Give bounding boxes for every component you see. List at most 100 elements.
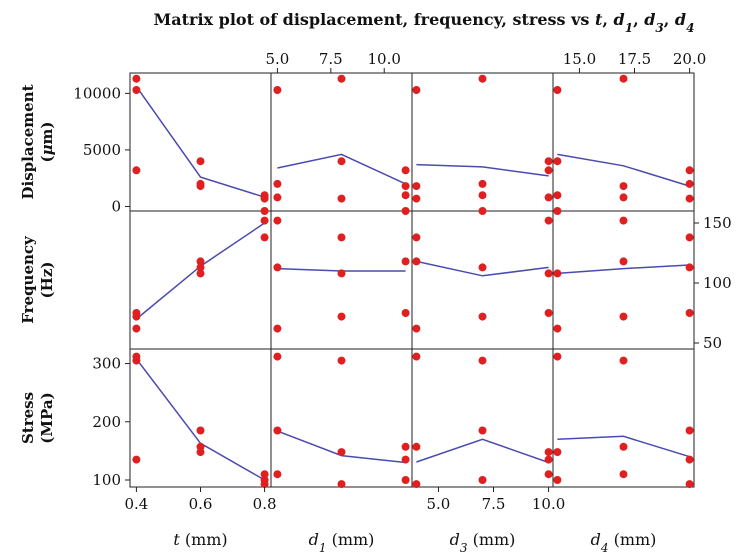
data-point [273,353,281,361]
data-point [686,309,694,317]
data-point [553,207,561,215]
y-axis-label-stress: Stress(MPa) [19,392,56,444]
panel-frequency-vs-t [130,207,271,349]
data-point [273,470,281,478]
data-point [338,357,346,365]
data-point [338,157,346,165]
data-point [412,353,420,361]
panel-stress-vs-d3 [412,349,553,488]
y-tick-label: 150 [703,214,732,232]
data-point [338,195,346,203]
data-point [553,269,561,277]
data-point [412,325,420,333]
panel-frequency-vs-d3 [412,207,553,349]
data-point [553,448,561,456]
data-point [273,180,281,188]
x-tick-label: 0.6 [189,495,213,513]
data-point [402,166,410,174]
data-point [479,263,487,271]
data-point [412,480,420,488]
data-point [197,157,205,165]
data-point [412,443,420,451]
panel-displacement-vs-d1 [271,73,412,211]
panel-frequency-vs-d1 [271,207,412,349]
mean-line [136,359,264,480]
data-point [261,233,269,241]
data-point [273,193,281,201]
data-point [412,195,420,203]
data-point [197,269,205,277]
panel-frame [271,73,412,211]
panel-frame [553,211,694,349]
mean-line [416,165,548,176]
data-point [261,476,269,484]
panel-frame [130,211,271,349]
x-axis-label-d4: d4 (mm) [591,530,657,552]
panel-stress-vs-d1 [271,349,412,488]
y-tick-label: 10000 [73,84,121,102]
data-point [197,257,205,265]
data-point [132,309,140,317]
data-point [132,166,140,174]
panel-displacement-vs-d4 [553,73,694,211]
data-point [273,427,281,435]
data-point [402,207,410,215]
x-axis-label-d1: d1 (mm) [309,530,375,552]
data-point [479,427,487,435]
y-tick-label: 100 [703,274,732,292]
data-point [338,448,346,456]
panel-frame [553,349,694,487]
data-point [132,456,140,464]
x-tick-label: 10.0 [532,495,565,513]
y-axis-label-frequency: Frequency(Hz) [19,235,56,324]
data-point [686,427,694,435]
data-point [620,75,628,83]
data-point [545,309,553,317]
data-point [479,313,487,321]
data-point [273,217,281,225]
data-point [620,470,628,478]
data-point [132,86,140,94]
data-point [686,180,694,188]
data-point [338,269,346,277]
x-tick-label: 10.0 [368,50,401,68]
data-point [553,157,561,165]
y-tick-label: 0 [111,197,121,215]
data-point [402,182,410,190]
panel-displacement-vs-d3 [412,73,553,211]
panel-frame [553,73,694,211]
data-point [479,180,487,188]
title-part: 1 [625,21,633,35]
title-part: , [602,10,613,29]
data-point [197,443,205,451]
data-point [545,456,553,464]
data-point [132,357,140,365]
data-point [412,257,420,265]
data-point [197,427,205,435]
title-part: , [664,10,675,29]
data-point [553,191,561,199]
title-part: Matrix plot of displacement, frequency, … [154,10,595,29]
title-part: d [675,10,686,29]
x-axis-label-d3: d3 (mm) [450,530,516,552]
x-tick-label: 0.8 [253,495,277,513]
data-point [402,443,410,451]
mean-line [557,265,689,273]
y-tick-label: 100 [92,471,121,489]
data-point [412,182,420,190]
data-point [338,480,346,488]
data-point [479,75,487,83]
y-tick-label: 50 [703,334,722,352]
x-tick-label: 5.0 [265,50,289,68]
data-point [412,86,420,94]
title-part: d [644,10,655,29]
mean-line [416,439,548,462]
data-point [479,207,487,215]
data-point [545,193,553,201]
data-point [132,75,140,83]
x-tick-label: 0.4 [124,495,148,513]
data-point [338,233,346,241]
data-point [402,456,410,464]
data-point [402,309,410,317]
